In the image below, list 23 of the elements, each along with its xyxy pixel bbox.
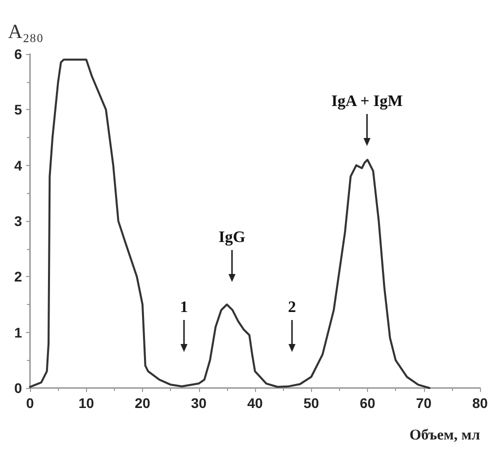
x-tick-label: 40 xyxy=(247,395,263,411)
x-tick-label: 30 xyxy=(190,395,207,411)
y-axis-title: A₂₈₀ xyxy=(8,21,44,43)
line-series xyxy=(29,58,430,389)
x-tick-label: 60 xyxy=(360,395,376,411)
x-tick-label: 70 xyxy=(416,395,432,411)
annotation: IgG xyxy=(218,229,246,246)
y-tick-label: 2 xyxy=(14,268,22,285)
y-tick-label: 3 xyxy=(14,213,22,229)
x-tick-label: 20 xyxy=(134,395,150,411)
y-tick-label: 1 xyxy=(14,324,22,340)
x-tick-label: 0 xyxy=(26,395,34,411)
y-tick-label: 0 xyxy=(14,380,22,396)
y-tick-label: 5 xyxy=(14,102,22,118)
y-tick-label: 4 xyxy=(14,157,22,174)
x-tick-label: 50 xyxy=(303,395,320,411)
x-tick-label: 10 xyxy=(78,395,94,411)
annotation: IgA + IgM xyxy=(331,93,403,110)
y-tick-label: 6 xyxy=(14,46,22,62)
annotation: 1 xyxy=(180,299,188,316)
annotation: 2 xyxy=(288,299,296,316)
x-axis-title: Объем, мл xyxy=(409,428,481,444)
x-tick-label: 80 xyxy=(472,395,488,411)
